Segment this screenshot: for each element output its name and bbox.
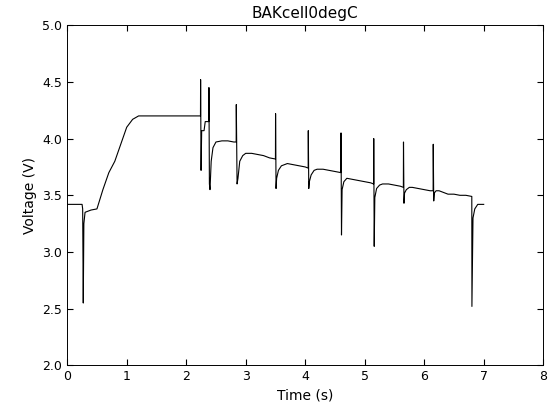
Y-axis label: Voltage (V): Voltage (V) — [23, 157, 37, 234]
X-axis label: Time (s): Time (s) — [277, 389, 333, 403]
Title: BAKcell0degC: BAKcell0degC — [252, 6, 358, 21]
